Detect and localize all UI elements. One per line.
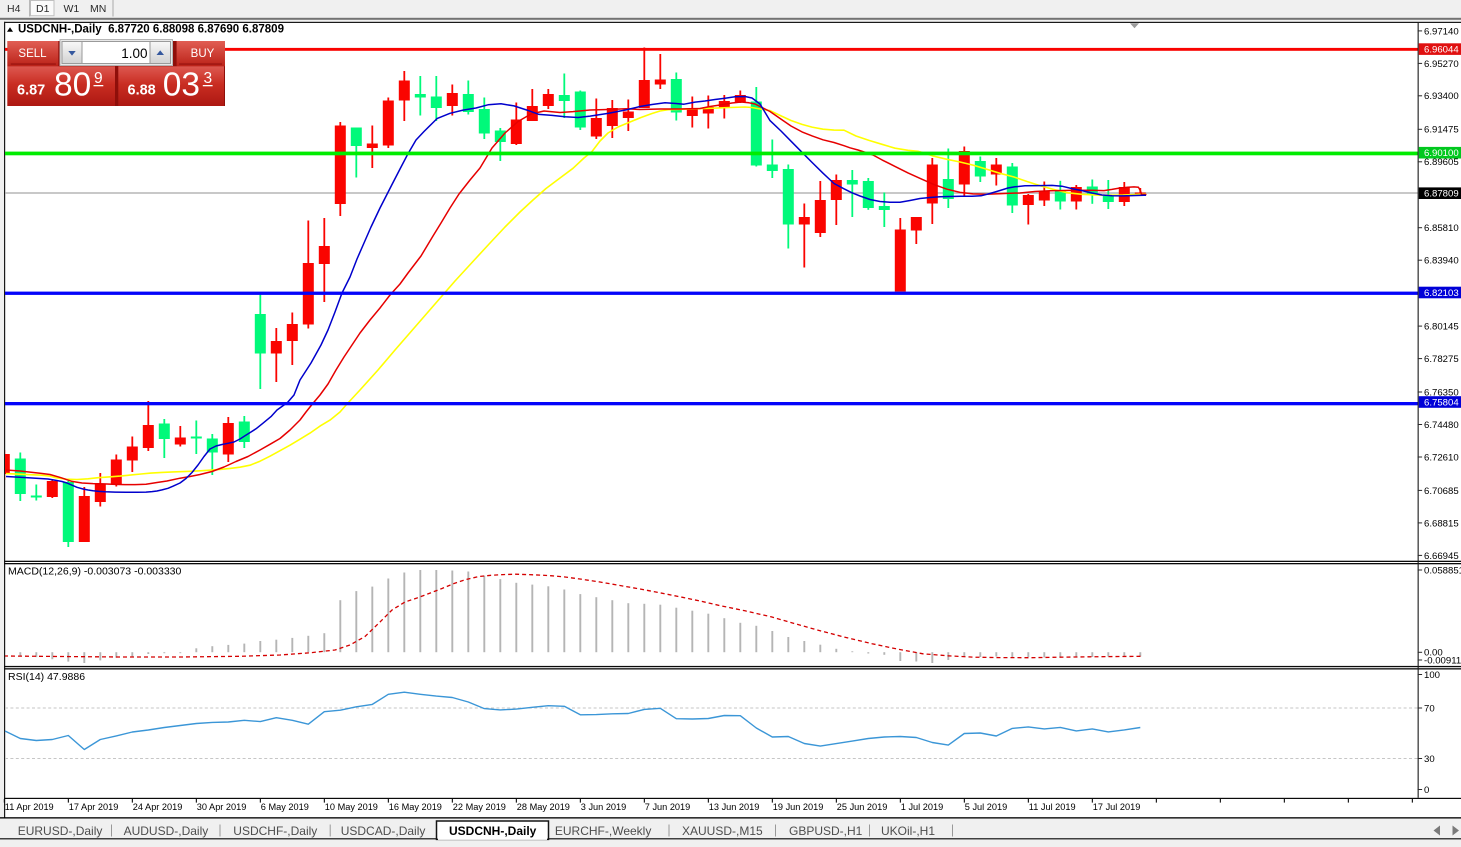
svg-text:30: 30 [1424, 754, 1435, 765]
svg-text:BUY: BUY [191, 48, 215, 60]
svg-text:6.78275: 6.78275 [1424, 354, 1459, 365]
svg-text:80: 80 [54, 67, 91, 104]
svg-text:6.96044: 6.96044 [1424, 45, 1459, 56]
svg-text:6.80145: 6.80145 [1424, 322, 1459, 333]
svg-text:6.82103: 6.82103 [1424, 288, 1459, 299]
svg-text:1.00: 1.00 [121, 46, 147, 61]
svg-text:6.85810: 6.85810 [1424, 223, 1459, 234]
svg-text:10 May 2019: 10 May 2019 [325, 802, 378, 812]
svg-text:6.87: 6.87 [17, 83, 45, 99]
svg-text:3 Jun 2019: 3 Jun 2019 [581, 802, 626, 812]
svg-text:30 Apr 2019: 30 Apr 2019 [197, 802, 247, 812]
svg-text:SELL: SELL [18, 48, 47, 60]
svg-text:28 May 2019: 28 May 2019 [517, 802, 570, 812]
svg-text:7 Jun 2019: 7 Jun 2019 [645, 802, 690, 812]
svg-text:9: 9 [94, 70, 103, 87]
svg-text:-0.009116: -0.009116 [1424, 655, 1461, 666]
svg-text:GBPUSD-,H1: GBPUSD-,H1 [789, 824, 863, 838]
svg-text:17 Apr 2019: 17 Apr 2019 [69, 802, 119, 812]
svg-text:6.72610: 6.72610 [1424, 452, 1459, 463]
svg-text:11 Jul 2019: 11 Jul 2019 [1029, 802, 1076, 812]
svg-text:11 Apr 2019: 11 Apr 2019 [5, 802, 54, 812]
svg-text:6.83940: 6.83940 [1424, 256, 1459, 267]
svg-text:6.97140: 6.97140 [1424, 26, 1459, 37]
svg-text:6.93400: 6.93400 [1424, 91, 1459, 102]
svg-text:W1: W1 [64, 3, 80, 15]
svg-text:6.90100: 6.90100 [1424, 148, 1459, 159]
svg-text:6.89605: 6.89605 [1424, 157, 1459, 168]
svg-text:6.75804: 6.75804 [1424, 397, 1459, 408]
svg-text:XAUUSD-,M15: XAUUSD-,M15 [682, 824, 763, 838]
svg-text:5 Jul 2019: 5 Jul 2019 [965, 802, 1007, 812]
svg-text:RSI(14) 47.9886: RSI(14) 47.9886 [8, 671, 85, 683]
svg-text:USDCHF-,Daily: USDCHF-,Daily [233, 824, 317, 838]
svg-text:USDCNH-,Daily: USDCNH-,Daily [449, 824, 537, 838]
svg-text:70: 70 [1424, 703, 1435, 714]
svg-text:6.66945: 6.66945 [1424, 551, 1459, 562]
svg-text:MN: MN [90, 3, 106, 15]
svg-text:0.00: 0.00 [1424, 648, 1443, 659]
svg-text:D1: D1 [36, 3, 50, 15]
svg-text:USDCNH-,Daily 6.87720 6.88098: USDCNH-,Daily 6.87720 6.88098 6.87690 6.… [18, 24, 284, 36]
svg-text:100: 100 [1424, 670, 1440, 681]
svg-text:22 May 2019: 22 May 2019 [453, 802, 506, 812]
svg-text:6 May 2019: 6 May 2019 [261, 802, 309, 812]
svg-text:17 Jul 2019: 17 Jul 2019 [1093, 802, 1141, 812]
svg-text:03: 03 [163, 67, 200, 104]
svg-text:1 Jul 2019: 1 Jul 2019 [901, 802, 943, 812]
svg-text:13 Jun 2019: 13 Jun 2019 [709, 802, 760, 812]
svg-text:EURCHF-,Weekly: EURCHF-,Weekly [555, 824, 651, 838]
svg-text:USDCAD-,Daily: USDCAD-,Daily [341, 824, 426, 838]
svg-text:6.95270: 6.95270 [1424, 59, 1459, 70]
svg-text:6.76350: 6.76350 [1424, 387, 1459, 398]
svg-text:6.88: 6.88 [128, 83, 156, 99]
svg-text:6.74480: 6.74480 [1424, 420, 1459, 431]
svg-text:24 Apr 2019: 24 Apr 2019 [133, 802, 183, 812]
svg-text:6.70685: 6.70685 [1424, 486, 1459, 497]
svg-text:EURUSD-,Daily: EURUSD-,Daily [18, 824, 103, 838]
svg-text:6.91475: 6.91475 [1424, 125, 1459, 136]
svg-text:0.058851: 0.058851 [1424, 565, 1461, 576]
svg-text:H4: H4 [7, 3, 21, 15]
svg-text:UKOil-,H1: UKOil-,H1 [881, 824, 935, 838]
svg-text:MACD(12,26,9) -0.003073 -0.003: MACD(12,26,9) -0.003073 -0.003330 [8, 566, 182, 578]
svg-text:6.68815: 6.68815 [1424, 518, 1459, 529]
svg-text:AUDUSD-,Daily: AUDUSD-,Daily [124, 824, 209, 838]
svg-text:16 May 2019: 16 May 2019 [389, 802, 442, 812]
svg-text:25 Jun 2019: 25 Jun 2019 [837, 802, 888, 812]
svg-text:6.87809: 6.87809 [1424, 189, 1459, 200]
svg-text:0: 0 [1424, 785, 1429, 796]
svg-text:19 Jun 2019: 19 Jun 2019 [773, 802, 824, 812]
svg-text:3: 3 [204, 70, 213, 87]
